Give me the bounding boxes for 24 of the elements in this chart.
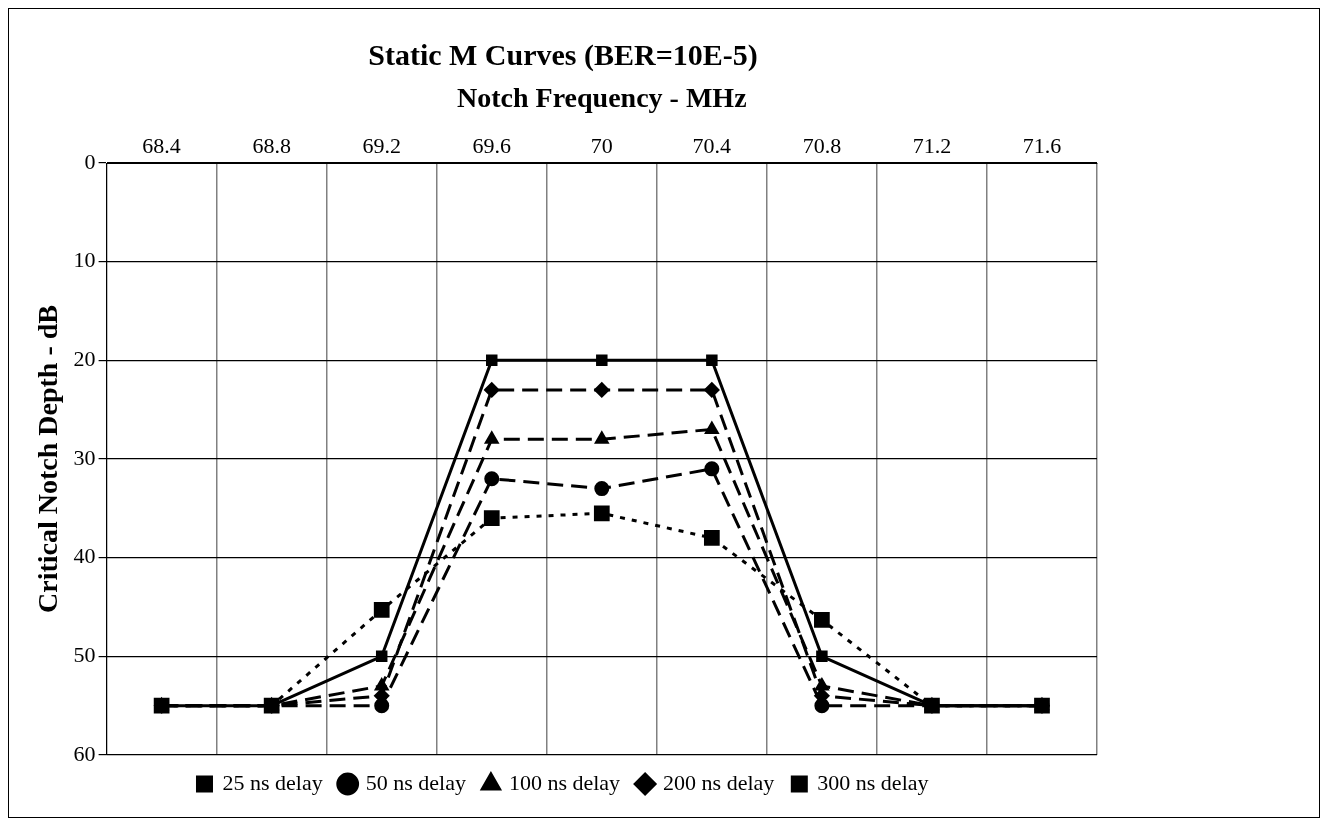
legend-label: 100 ns delay	[508, 769, 621, 795]
x-tick-label: 70.4	[692, 132, 732, 158]
x-tick-label: 69.6	[472, 132, 512, 158]
y-tick-label: 60	[73, 740, 96, 766]
legend-label: 25 ns delay	[222, 769, 323, 795]
x-axis-title: Notch Frequency - MHz	[457, 82, 747, 114]
x-tick-label: 68.8	[252, 132, 291, 158]
y-tick-label: 0	[84, 148, 96, 174]
x-tick-label: 70	[590, 132, 613, 158]
x-tick-label: 69.2	[362, 132, 401, 158]
y-tick-label: 30	[73, 444, 96, 470]
y-tick-label: 20	[73, 346, 96, 372]
y-axis-title: Critical Notch Depth - dB	[32, 305, 64, 613]
y-tick-label: 10	[73, 247, 96, 273]
x-tick-label: 70.8	[802, 132, 842, 158]
legend-label: 300 ns delay	[817, 769, 929, 795]
x-tick-label: 71.2	[912, 132, 952, 158]
y-tick-label: 40	[73, 543, 96, 569]
chart-title: Static M Curves (BER=10E-5)	[368, 37, 758, 72]
legend-label: 50 ns delay	[365, 769, 466, 795]
x-tick-label: 68.4	[142, 132, 181, 158]
x-tick-label: 71.6	[1022, 132, 1062, 158]
legend-label: 200 ns delay	[663, 769, 775, 795]
y-tick-label: 50	[73, 642, 96, 668]
